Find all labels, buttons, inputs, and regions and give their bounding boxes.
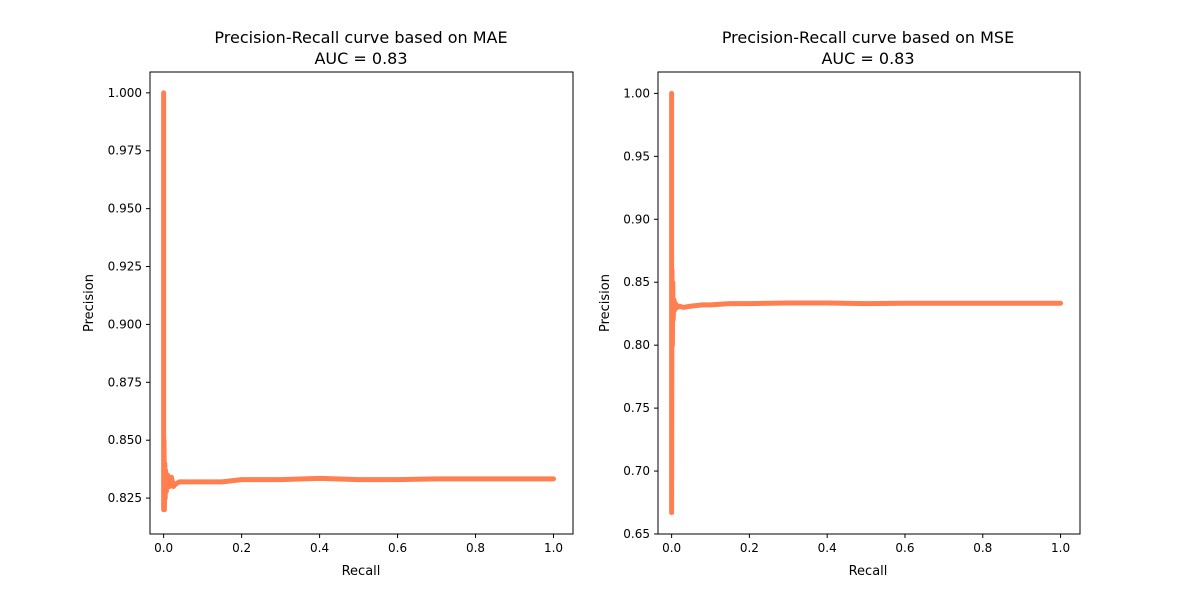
chart-mae-subtitle: AUC = 0.83 xyxy=(314,49,407,68)
chart-mse-y-tick-label: 1.00 xyxy=(623,86,650,100)
chart-mae-y-tick-label: 0.925 xyxy=(108,260,142,274)
chart-mse-title: Precision-Recall curve based on MSE xyxy=(722,28,1014,47)
chart-mae-plot-area xyxy=(149,71,574,535)
chart-mae-x-tick-label: 0.8 xyxy=(466,541,485,555)
chart-mae-y-tick-label: 0.825 xyxy=(108,491,142,505)
chart-mae-y-tick-label: 1.000 xyxy=(108,86,142,100)
chart-mae-x-tick-label: 1.0 xyxy=(544,541,563,555)
chart-mae-x-tick-label: 0.6 xyxy=(388,541,407,555)
chart-mae: Precision-Recall curve based on MAE AUC … xyxy=(82,28,574,579)
chart-mae-y-tick-label: 0.900 xyxy=(108,317,142,331)
chart-mae-x-label: Recall xyxy=(342,564,381,579)
chart-mse-y-tick-label: 0.70 xyxy=(623,464,650,478)
chart-mse-y-tick-label: 0.80 xyxy=(623,338,650,352)
chart-mse-y-tick-label: 0.65 xyxy=(623,527,650,541)
chart-mae-y-label: Precision xyxy=(82,274,97,332)
chart-mse-y-tick-label: 0.85 xyxy=(623,275,650,289)
chart-mse-x-label: Recall xyxy=(849,564,888,579)
chart-mae-y-tick-label: 0.975 xyxy=(108,144,142,158)
chart-mse-x-tick-label: 0.8 xyxy=(973,541,992,555)
chart-mse-x-tick-label: 0.2 xyxy=(740,541,759,555)
chart-mae-x-tick-label: 0.0 xyxy=(154,541,173,555)
chart-mse-y-label: Precision xyxy=(598,274,613,332)
chart-mse-plot-area xyxy=(657,71,1081,535)
chart-mae-y-tick-label: 0.850 xyxy=(108,433,142,447)
chart-mae-curve xyxy=(161,90,557,513)
chart-mse-x-tick-label: 0.6 xyxy=(895,541,914,555)
chart-mse-curve xyxy=(669,90,1064,516)
chart-mse-x-ticks: 0.0 0.2 0.4 0.6 0.8 1.0 xyxy=(662,534,1070,555)
chart-mae-x-tick-label: 0.2 xyxy=(232,541,251,555)
chart-mse-y-ticks: 0.65 0.70 0.75 0.80 0.85 0.90 0.95 1.00 xyxy=(623,86,658,541)
chart-mae-y-tick-label: 0.875 xyxy=(108,375,142,389)
chart-mse-subtitle: AUC = 0.83 xyxy=(821,49,914,68)
chart-mae-x-ticks: 0.0 0.2 0.4 0.6 0.8 1.0 xyxy=(154,534,563,555)
chart-mae-x-tick-label: 0.4 xyxy=(310,541,329,555)
chart-mse-y-tick-label: 0.90 xyxy=(623,212,650,226)
chart-mae-title: Precision-Recall curve based on MAE xyxy=(214,28,507,47)
chart-mse: Precision-Recall curve based on MSE AUC … xyxy=(598,28,1081,579)
chart-mse-x-tick-label: 0.4 xyxy=(818,541,837,555)
chart-mae-y-ticks: 0.825 0.850 0.875 0.900 0.925 0.950 0.975 1.000 xyxy=(108,86,150,505)
chart-mse-x-tick-label: 0.0 xyxy=(662,541,681,555)
chart-mse-x-tick-label: 1.0 xyxy=(1051,541,1070,555)
chart-mse-y-tick-label: 0.75 xyxy=(623,401,650,415)
chart-mse-y-tick-label: 0.95 xyxy=(623,149,650,163)
chart-mae-y-tick-label: 0.950 xyxy=(108,202,142,216)
